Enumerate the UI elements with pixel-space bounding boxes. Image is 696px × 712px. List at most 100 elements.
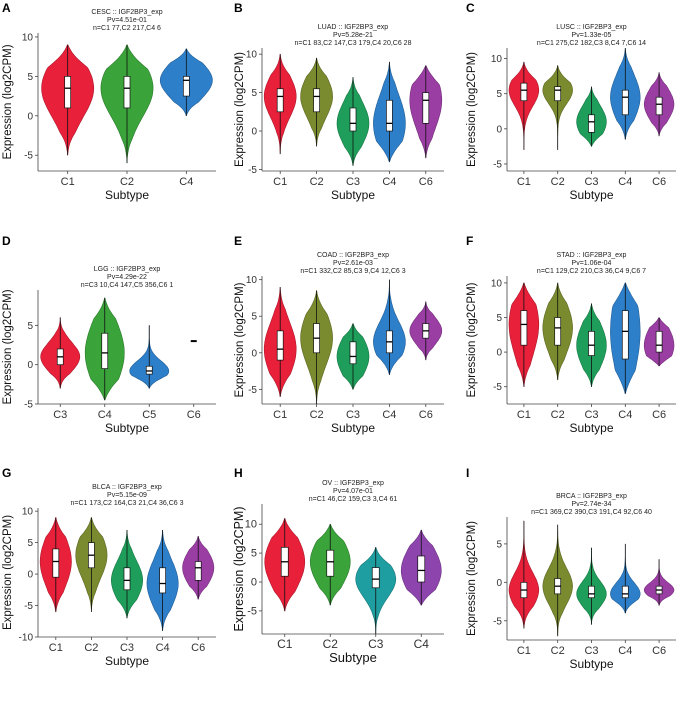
panel-title: BLCA :: IGF2BP3_exp xyxy=(92,484,162,491)
x-tick-label: C1 xyxy=(61,176,75,188)
y-tick-label: -5 xyxy=(24,400,33,411)
y-tick-label: -5 xyxy=(493,616,502,627)
y-axis-title: Expression (log2CPM) xyxy=(466,52,478,167)
panel-n-counts: n=C1 83,C2 147,C3 179,C4 20,C6 28 xyxy=(295,40,412,47)
y-tick-label: 10 xyxy=(246,275,258,286)
iqr-box xyxy=(417,555,426,583)
iqr-box xyxy=(520,82,528,102)
x-tick-label: C4 xyxy=(618,176,632,188)
panel-letter: C xyxy=(466,1,475,15)
panel-letter: I xyxy=(466,466,469,480)
panel-letter: E xyxy=(234,234,242,248)
x-tick-label: C3 xyxy=(53,409,67,421)
panel-n-counts: n=C3 10,C4 147,C5 356,C6 1 xyxy=(81,282,174,289)
panel-pvalue: Pv=2.74e-34 xyxy=(572,501,612,508)
panel-title: LUAD :: IGF2BP3_exp xyxy=(318,24,389,31)
x-tick-label: C3 xyxy=(346,409,360,421)
iqr-box xyxy=(123,76,131,109)
panel-letter: A xyxy=(2,1,11,15)
panel-n-counts: n=C1 275,C2 182,C3 8,C4 7,C6 14 xyxy=(537,40,646,47)
iqr-box xyxy=(349,107,357,132)
y-axis-title: Expression (log2CPM) xyxy=(466,282,478,397)
iqr-box xyxy=(52,548,60,578)
panel-pvalue: Pv=4.51e-01 xyxy=(107,17,147,24)
y-tick-label: -5 xyxy=(24,151,33,162)
y-tick-label: 0 xyxy=(27,111,33,122)
panel-letter: H xyxy=(234,466,243,480)
y-tick-label: 5 xyxy=(27,538,33,549)
y-tick-label: 5 xyxy=(27,321,33,332)
panel-title: LUSC :: IGF2BP3_exp xyxy=(556,24,627,31)
panel-n-counts: n=C1 129,C2 210,C3 36,C4 9,C6 7 xyxy=(537,268,646,275)
y-axis-title: Expression (log2CPM) xyxy=(234,52,246,167)
x-tick-label: C6 xyxy=(652,176,666,188)
y-axis-title: Expression (log2CPM) xyxy=(2,515,14,630)
iqr-box xyxy=(123,567,131,591)
panel-letter: D xyxy=(2,234,11,248)
iqr-box xyxy=(386,99,393,132)
x-tick-label: C6 xyxy=(652,409,666,421)
x-tick-label: C1 xyxy=(277,637,293,651)
x-tick-label: C4 xyxy=(382,409,396,421)
iqr-box xyxy=(621,585,629,599)
iqr-box xyxy=(554,317,562,346)
y-tick-label: 5 xyxy=(496,539,502,550)
x-axis-title: Subtype xyxy=(569,657,613,671)
y-tick-label: 0 xyxy=(251,577,257,589)
y-axis-title: Expression (log2CPM) xyxy=(2,44,14,159)
x-tick-label: C1 xyxy=(49,642,63,654)
y-tick-label: -5 xyxy=(248,385,257,396)
x-tick-label: C5 xyxy=(142,409,156,421)
y-axis-title: Expression (log2CPM) xyxy=(2,289,14,404)
x-tick-label: C2 xyxy=(120,176,134,188)
x-tick-label: C3 xyxy=(120,642,134,654)
x-axis-title: Subtype xyxy=(329,650,377,665)
y-tick-label: 10 xyxy=(245,519,257,531)
panel-title: STAD :: IGF2BP3_exp xyxy=(557,252,627,259)
x-tick-label: C3 xyxy=(584,176,598,188)
iqr-box xyxy=(655,331,663,353)
y-tick-label: 10 xyxy=(491,54,503,65)
x-axis-title: Subtype xyxy=(105,188,149,202)
x-tick-label: C2 xyxy=(551,176,565,188)
y-tick-label: -5 xyxy=(247,605,257,617)
x-tick-label: C4 xyxy=(414,637,430,651)
iqr-box xyxy=(621,89,629,116)
x-axis-title: Subtype xyxy=(331,421,375,435)
y-tick-label: 0 xyxy=(496,578,502,589)
x-tick-label: C4 xyxy=(618,645,632,657)
panel-pvalue: Pv=4.29e-22 xyxy=(107,274,147,281)
x-tick-label: C2 xyxy=(310,409,324,421)
x-tick-label: C6 xyxy=(187,409,201,421)
x-axis-title: Subtype xyxy=(569,188,613,202)
panel-letter: B xyxy=(234,1,243,15)
x-tick-label: C3 xyxy=(368,637,384,651)
panel-n-counts: n=C1 369,C2 390,C3 191,C4 92,C6 40 xyxy=(531,509,652,516)
panel-title: COAD :: IGF2BP3_exp xyxy=(317,252,389,259)
panel-letter: F xyxy=(466,234,473,248)
iqr-box xyxy=(422,92,430,124)
y-tick-label: 5 xyxy=(496,89,502,100)
panel-pvalue: Pv=5.15e-09 xyxy=(107,492,147,499)
iqr-box xyxy=(520,310,528,346)
iqr-box xyxy=(159,567,166,594)
iqr-box xyxy=(349,341,357,365)
y-tick-label: -5 xyxy=(493,159,502,170)
x-tick-label: C4 xyxy=(382,176,396,188)
y-tick-label: 5 xyxy=(496,313,502,324)
x-tick-label: C1 xyxy=(517,645,531,657)
iqr-box xyxy=(588,331,595,356)
x-tick-label: C1 xyxy=(273,409,287,421)
panel-title: BRCA :: IGF2BP3_exp xyxy=(556,493,627,500)
x-tick-label: C1 xyxy=(517,409,531,421)
iqr-box xyxy=(145,365,153,375)
x-axis-title: Subtype xyxy=(105,421,149,435)
x-tick-label: C2 xyxy=(84,642,98,654)
iqr-box xyxy=(101,332,109,369)
y-tick-label: 0 xyxy=(27,570,33,581)
